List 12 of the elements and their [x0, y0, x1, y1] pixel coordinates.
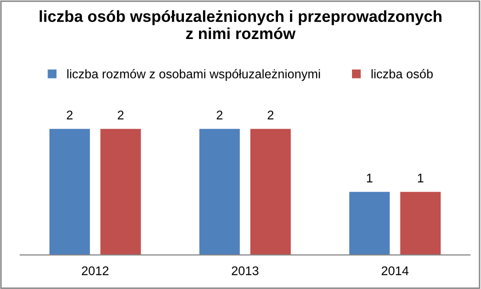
x-tick-label: 2013	[232, 266, 258, 276]
x-tick-label: 2012	[82, 266, 108, 276]
data-label: 1	[366, 174, 372, 182]
legend-label: liczba rozmów z osobami współuzależnionymi	[67, 69, 320, 81]
data-label: 2	[268, 110, 274, 120]
data-label: 2	[66, 110, 73, 120]
chart-title: liczba osób współuzależnionych i przeprowadzonych z nimi rozmów	[40, 10, 442, 40]
data-label: 1	[418, 174, 424, 182]
legend-label: liczba osób	[372, 69, 433, 78]
data-label: 2	[216, 110, 222, 120]
x-tick-label: 2014	[382, 266, 409, 276]
data-label: 2	[118, 110, 124, 120]
